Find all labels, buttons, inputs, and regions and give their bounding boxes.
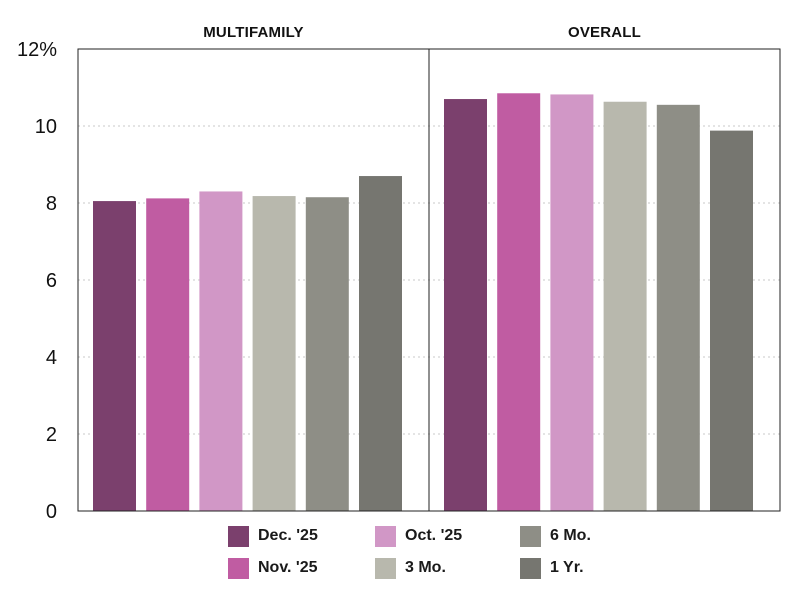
- legend-swatch-3-mo: [375, 557, 396, 579]
- y-tick-label: 6: [46, 270, 57, 292]
- legend-label-oct-25: Oct. '25: [405, 527, 463, 544]
- legend-label-nov-25: Nov. '25: [258, 559, 318, 576]
- legend-label-3-mo: 3 Mo.: [405, 559, 446, 576]
- bar-multifamily-3: [252, 196, 296, 511]
- legend-item-3-mo: 3 Mo.: [375, 556, 446, 580]
- y-tick-label: 2: [46, 424, 57, 446]
- legend-label-6-mo: 6 Mo.: [550, 527, 591, 544]
- legend-item-nov-25: Nov. '25: [228, 556, 318, 580]
- bar-overall-1: [497, 93, 541, 512]
- y-tick-label: 8: [46, 193, 57, 215]
- legend-item-dec-25: Dec. '25: [228, 524, 318, 548]
- bar-multifamily-0: [93, 201, 136, 511]
- legend-label-dec-25: Dec. '25: [258, 527, 318, 544]
- bar-multifamily-5: [359, 176, 402, 512]
- legend-item-1-yr: 1 Yr.: [520, 556, 584, 580]
- bar-overall-5: [710, 130, 753, 511]
- bar-overall-0: [444, 99, 487, 512]
- panel-title-multifamily: MULTIFAMILY: [203, 24, 304, 41]
- bar-multifamily-2: [199, 191, 243, 511]
- legend-swatch-oct-25: [375, 525, 396, 547]
- panel-title-overall: OVERALL: [568, 24, 641, 41]
- legend-swatch-1-yr: [520, 557, 541, 579]
- bar-overall-3: [603, 101, 647, 512]
- legend: Dec. '25 Nov. '25 Oct. '25 3 Mo. 6 Mo. 1…: [228, 524, 648, 584]
- y-tick-label: 12%: [17, 39, 57, 61]
- bar-overall-4: [656, 104, 700, 511]
- bar-overall-2: [550, 94, 594, 512]
- y-tick-label: 10: [35, 116, 57, 138]
- y-tick-label: 0: [46, 501, 57, 523]
- bar-multifamily-4: [305, 197, 349, 511]
- y-tick-label: 4: [46, 347, 57, 369]
- legend-swatch-dec-25: [228, 525, 249, 547]
- legend-swatch-nov-25: [228, 557, 249, 579]
- legend-swatch-6-mo: [520, 525, 541, 547]
- legend-item-6-mo: 6 Mo.: [520, 524, 591, 548]
- legend-label-1-yr: 1 Yr.: [550, 559, 584, 576]
- bar-multifamily-1: [146, 198, 190, 511]
- legend-item-oct-25: Oct. '25: [375, 524, 462, 548]
